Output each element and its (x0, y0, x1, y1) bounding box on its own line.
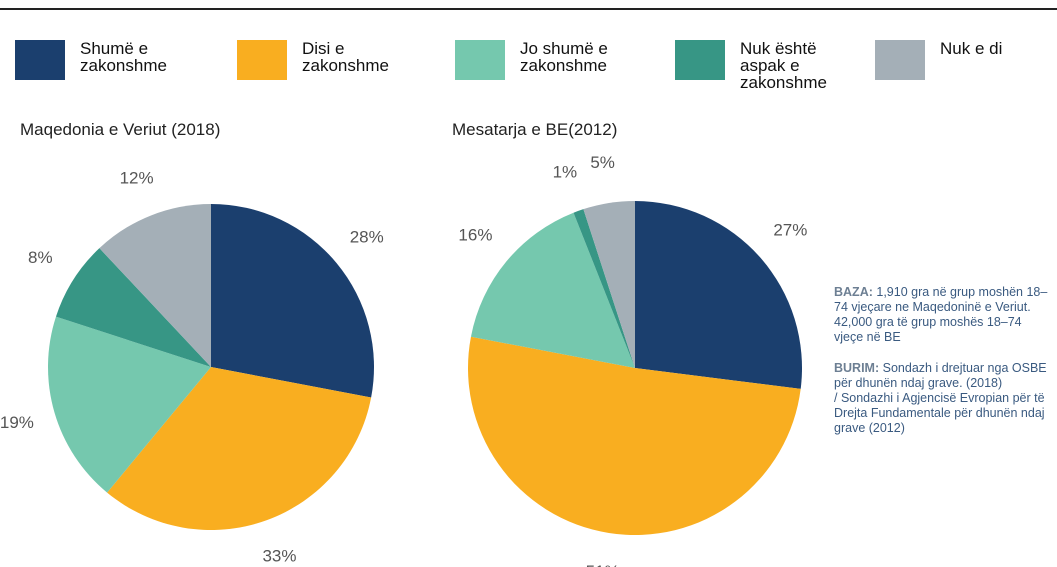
data-label: 27% (773, 221, 807, 240)
legend-swatch (237, 40, 287, 80)
data-label: 5% (590, 153, 615, 172)
pie-slice (470, 212, 635, 368)
legend-item: Jo shumë e zakonshme (455, 40, 630, 80)
legend-item: Shumë e zakonshme (15, 40, 190, 80)
note-label: BURIM: (834, 361, 880, 375)
legend-swatch (675, 40, 725, 80)
data-label: 16% (458, 225, 492, 244)
legend-label: Jo shumë e zakonshme (520, 39, 608, 75)
base-note: BAZA: 1,910 gra në grup moshën 18–74 vje… (834, 285, 1049, 345)
data-label: 19% (0, 413, 34, 432)
pie-slice (48, 316, 212, 493)
note-text: / Sondazhi i Agjencisë Evropian për të D… (834, 391, 1045, 435)
note-text: Sondazh i drejtuar nga OSBE për dhunën n… (834, 361, 1047, 390)
pie-slice (55, 248, 212, 367)
data-label: 1% (553, 163, 578, 182)
data-label: 28% (350, 228, 384, 247)
legend-item: Disi e zakonshme (237, 40, 412, 80)
note-text: 42,000 gra të grup moshës 18–74 vjeçe në… (834, 315, 1022, 344)
pie-slice (468, 336, 801, 535)
legend-swatch (875, 40, 925, 80)
legend-label: Nuk është aspak e zakonshme (740, 39, 827, 92)
data-label: 33% (262, 547, 296, 566)
pie-slice (573, 209, 635, 368)
chart-title: Mesatarja e BE(2012) (452, 120, 618, 139)
legend-swatch (455, 40, 505, 80)
legend-swatch (15, 40, 65, 80)
note-label: BAZA: (834, 285, 873, 299)
data-label: 12% (120, 169, 154, 188)
pie-slice (99, 204, 211, 367)
chart-title: Maqedonia e Veriut (2018) (20, 120, 221, 139)
pie-slice (635, 201, 802, 389)
legend-label: Nuk e di (940, 39, 1003, 58)
data-label: 8% (28, 248, 53, 267)
pie-slice (583, 201, 635, 368)
data-label: 51% (586, 562, 620, 567)
notes: BAZA: 1,910 gra në grup moshën 18–74 vje… (834, 285, 1049, 442)
pie-slice (107, 367, 372, 530)
legend-label: Shumë e zakonshme (80, 39, 167, 75)
legend-label: Disi e zakonshme (302, 39, 389, 75)
pie-slice (211, 204, 375, 398)
legend-item: Nuk e di (875, 40, 1050, 80)
source-note: BURIM: Sondazh i drejtuar nga OSBE për d… (834, 361, 1049, 436)
top-rule (0, 8, 1057, 10)
note-text: 1,910 gra në grup moshën 18–74 vjeçare n… (834, 285, 1048, 314)
legend-item: Nuk është aspak e zakonshme (675, 40, 850, 91)
